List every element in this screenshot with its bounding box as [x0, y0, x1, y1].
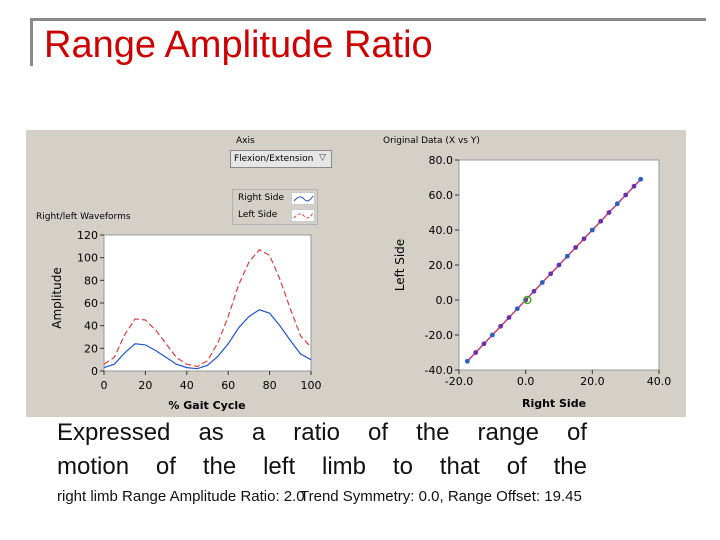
title-rule-left [30, 18, 33, 66]
series-right-side-line [103, 309, 312, 370]
legend-item-left: Left Side [233, 207, 317, 224]
scatter-y-tick-label: 60.0 [429, 189, 454, 202]
original-data-label: Original Data (X vs Y) [383, 136, 480, 146]
scatter-point [481, 341, 487, 347]
scatter-point [464, 358, 470, 364]
legend-right-swatch [291, 192, 315, 205]
title-rule-top [30, 18, 706, 21]
scatter-point [498, 323, 504, 329]
waveform-y-tick-label: 80 [84, 274, 98, 287]
waveforms-label: Right/left Waveforms [36, 212, 131, 222]
waveform-plot-area [103, 234, 312, 372]
waveform-y-tick-label: 20 [84, 342, 98, 355]
scatter-point [614, 201, 620, 207]
scatter-point [623, 192, 629, 198]
scatter-point [556, 262, 562, 268]
scatter-point [514, 306, 520, 312]
axis-label: Axis [236, 136, 255, 146]
waveform-x-tick-label: 80 [263, 379, 277, 392]
scatter-x-tick-label: 40.0 [647, 375, 672, 388]
scatter-x-tick-label: 20.0 [580, 375, 605, 388]
body-tail: right limb [57, 488, 118, 505]
scatter-point [589, 227, 595, 233]
scatter-y-tick-label: 20.0 [429, 259, 454, 272]
range-amplitude-footer: right limb Range Amplitude Ratio: 2.0 [57, 488, 305, 505]
body-line-2: motion of the left limb to that of the [57, 453, 587, 480]
scatter-point [564, 253, 570, 259]
waveform-x-tick-label: 60 [221, 379, 235, 392]
scatter-x-tick-label: -20.0 [445, 375, 473, 388]
scatter-point [531, 288, 537, 294]
waveform-x-tick-label: 40 [180, 379, 194, 392]
chevron-down-icon[interactable]: ▽ [319, 153, 326, 163]
waveform-y-tick-label: 120 [77, 229, 98, 242]
legend-left-label: Left Side [238, 210, 278, 220]
scatter-point [473, 350, 479, 355]
scatter-y-tick-label: 80.0 [429, 154, 454, 167]
scatter-point [573, 245, 579, 250]
scatter-x-tick-label: 0.0 [517, 375, 535, 388]
range-amplitude-value: Range Amplitude Ratio: 2.0 [122, 488, 305, 505]
scatter-point [606, 210, 612, 215]
waveform-y-tick-label: 60 [84, 297, 98, 310]
waveform-y-tick-label: 0 [91, 365, 98, 378]
scatter-y-tick-label: -40.0 [425, 364, 453, 377]
scatter-point [631, 183, 637, 189]
title-frame [30, 18, 706, 68]
legend-item-right: Right Side [233, 190, 317, 207]
scatter-point [539, 280, 545, 285]
body-line-1: Expressed as a ratio of the range of [57, 419, 587, 446]
waveform-y-tick-label: 40 [84, 320, 98, 333]
scatter-trend-line [466, 178, 642, 362]
legend-left-swatch [291, 209, 315, 222]
scatter-point [598, 218, 604, 224]
scatter-point [548, 271, 554, 277]
slide-title: Range Amplitude Ratio [44, 24, 433, 66]
trend-symmetry-value: Trend Symmetry: 0.0, Range Offset: 19.45 [300, 488, 582, 505]
scatter-point [638, 176, 644, 182]
scatter-point [581, 236, 587, 242]
scatter-origin-marker [523, 295, 532, 305]
waveform-legend: Right Side Left Side [232, 189, 318, 225]
scatter-y-tick-label: 0.0 [436, 294, 454, 307]
waveform-x-tick-label: 0 [101, 379, 108, 392]
axis-dropdown[interactable]: Flexion/Extension ▽ [230, 150, 332, 168]
waveform-y-tick-label: 100 [77, 252, 98, 265]
scatter-ylabel: Left Side [393, 239, 407, 291]
scatter-xlabel: Right Side [522, 397, 586, 410]
body-text: Expressed as a ratio of the range of mot… [57, 416, 587, 484]
axis-dropdown-value: Flexion/Extension [234, 154, 314, 164]
scatter-point [489, 332, 495, 338]
waveform-x-tick-label: 100 [301, 379, 322, 392]
series-left-side-line [103, 248, 312, 368]
waveform-x-tick-label: 20 [138, 379, 152, 392]
legend-right-label: Right Side [238, 193, 285, 203]
scatter-point [506, 315, 512, 320]
waveform-ylabel: Amplitude [50, 267, 64, 329]
scatter-y-tick-label: -20.0 [425, 329, 453, 342]
waveform-xlabel: % Gait Cycle [168, 399, 245, 412]
scatter-y-tick-label: 40.0 [429, 224, 454, 237]
